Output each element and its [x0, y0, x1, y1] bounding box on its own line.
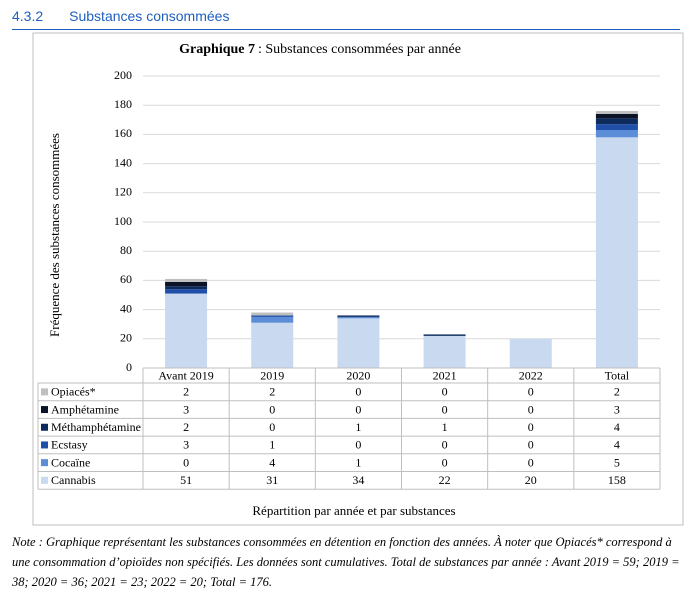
chart: Graphique 7 : Substances consommées par …: [32, 32, 684, 526]
table-cell: 2: [269, 385, 275, 399]
bar-segment: [509, 338, 552, 368]
table-cell: 2: [614, 385, 620, 399]
bar-segment: [165, 286, 208, 290]
table-cell: 20: [525, 473, 537, 487]
table-cell: 0: [528, 385, 534, 399]
bar-segment: [595, 130, 638, 138]
legend-swatch: [41, 476, 48, 484]
bar-segment: [251, 316, 294, 323]
bar-segment: [337, 318, 380, 368]
y-tick-label: 180: [114, 97, 132, 111]
table-cell: 0: [528, 402, 534, 416]
x-tick-label: Total: [605, 368, 630, 382]
table-cell: 4: [614, 438, 620, 452]
bar-segment: [595, 113, 638, 119]
table-cell: 31: [266, 473, 278, 487]
y-axis-title: Fréquence des substances consommées: [47, 133, 62, 337]
table-cell: 1: [355, 420, 361, 434]
table-cell: 0: [355, 438, 361, 452]
table-cell: 0: [442, 438, 448, 452]
legend-label: Ecstasy: [51, 438, 88, 452]
table-cell: 158: [608, 473, 626, 487]
y-tick-label: 200: [114, 68, 132, 82]
table-cell: 34: [352, 473, 364, 487]
legend-label: Cocaïne: [51, 455, 90, 469]
legend-label: Cannabis: [51, 473, 96, 487]
legend-swatch: [41, 459, 48, 467]
table-cell: 0: [269, 420, 275, 434]
bar-segment: [251, 322, 294, 368]
table-cell: 3: [183, 402, 189, 416]
y-tick-label: 120: [114, 185, 132, 199]
x-tick-label: 2020: [346, 368, 370, 382]
legend-swatch: [41, 423, 48, 431]
x-tick-label: 2019: [260, 368, 284, 382]
bar-segment: [251, 315, 294, 317]
table-cell: 0: [528, 420, 534, 434]
bar-segment: [423, 334, 466, 336]
bar-segment: [337, 315, 380, 317]
legend-label: Amphétamine: [51, 402, 119, 416]
table-cell: 0: [528, 455, 534, 469]
table-cell: 3: [614, 402, 620, 416]
chart-title-label: Graphique 7: [179, 42, 255, 57]
table-cell: 1: [269, 438, 275, 452]
table-cell: 1: [355, 455, 361, 469]
legend-swatch: [41, 406, 48, 414]
table-cell: 4: [614, 420, 620, 434]
bar-segment: [337, 316, 380, 319]
section-header: 4.3.2 Substances consommées: [12, 8, 680, 30]
bar-segment: [165, 289, 208, 294]
bar-segment: [423, 335, 466, 368]
bar-segment: [165, 293, 208, 368]
table-cell: 3: [183, 438, 189, 452]
y-tick-label: 100: [114, 214, 132, 228]
bar-segment: [165, 278, 208, 282]
y-tick-label: 80: [120, 243, 132, 257]
y-tick-label: 40: [120, 301, 132, 315]
table-cell: 0: [442, 402, 448, 416]
table-cell: 5: [614, 455, 620, 469]
section-number: 4.3.2: [12, 8, 44, 24]
table-cell: 4: [269, 455, 275, 469]
chart-title: : Substances consommées par année: [258, 42, 461, 57]
table-cell: 0: [355, 402, 361, 416]
note: Note : Graphique représentant les substa…: [12, 535, 680, 589]
legend-swatch: [41, 441, 48, 449]
x-axis-title: Répartition par année et par substances: [252, 503, 455, 518]
y-tick-label: 160: [114, 126, 132, 140]
section-title: Substances consommées: [69, 8, 230, 24]
chart-frame: [32, 32, 684, 526]
y-tick-label: 20: [120, 331, 132, 345]
bar-segment: [595, 118, 638, 125]
bar-segment: [595, 111, 638, 114]
y-tick-label: 0: [126, 360, 132, 374]
table-cell: 0: [183, 455, 189, 469]
table-cell: 0: [442, 455, 448, 469]
legend-label: Méthamphétamine: [51, 420, 141, 434]
table-cell: 0: [269, 402, 275, 416]
table-cell: 51: [180, 473, 192, 487]
bar-segment: [595, 124, 638, 131]
x-tick-label: 2021: [433, 368, 457, 382]
x-tick-label: 2022: [519, 368, 543, 382]
legend-label: Opiacés*: [51, 385, 96, 399]
legend-swatch: [41, 388, 48, 396]
table-cell: 0: [355, 385, 361, 399]
table-cell: 1: [442, 420, 448, 434]
bar-segment: [165, 281, 208, 287]
table-cell: 2: [183, 385, 189, 399]
y-tick-label: 140: [114, 155, 132, 169]
table-cell: 0: [528, 438, 534, 452]
y-tick-label: 60: [120, 272, 132, 286]
x-tick-label: Avant 2019: [158, 368, 213, 382]
table-cell: 2: [183, 420, 189, 434]
table-cell: 0: [442, 385, 448, 399]
table-cell: 22: [439, 473, 451, 487]
bar-segment: [595, 137, 638, 368]
bar-segment: [251, 312, 294, 316]
